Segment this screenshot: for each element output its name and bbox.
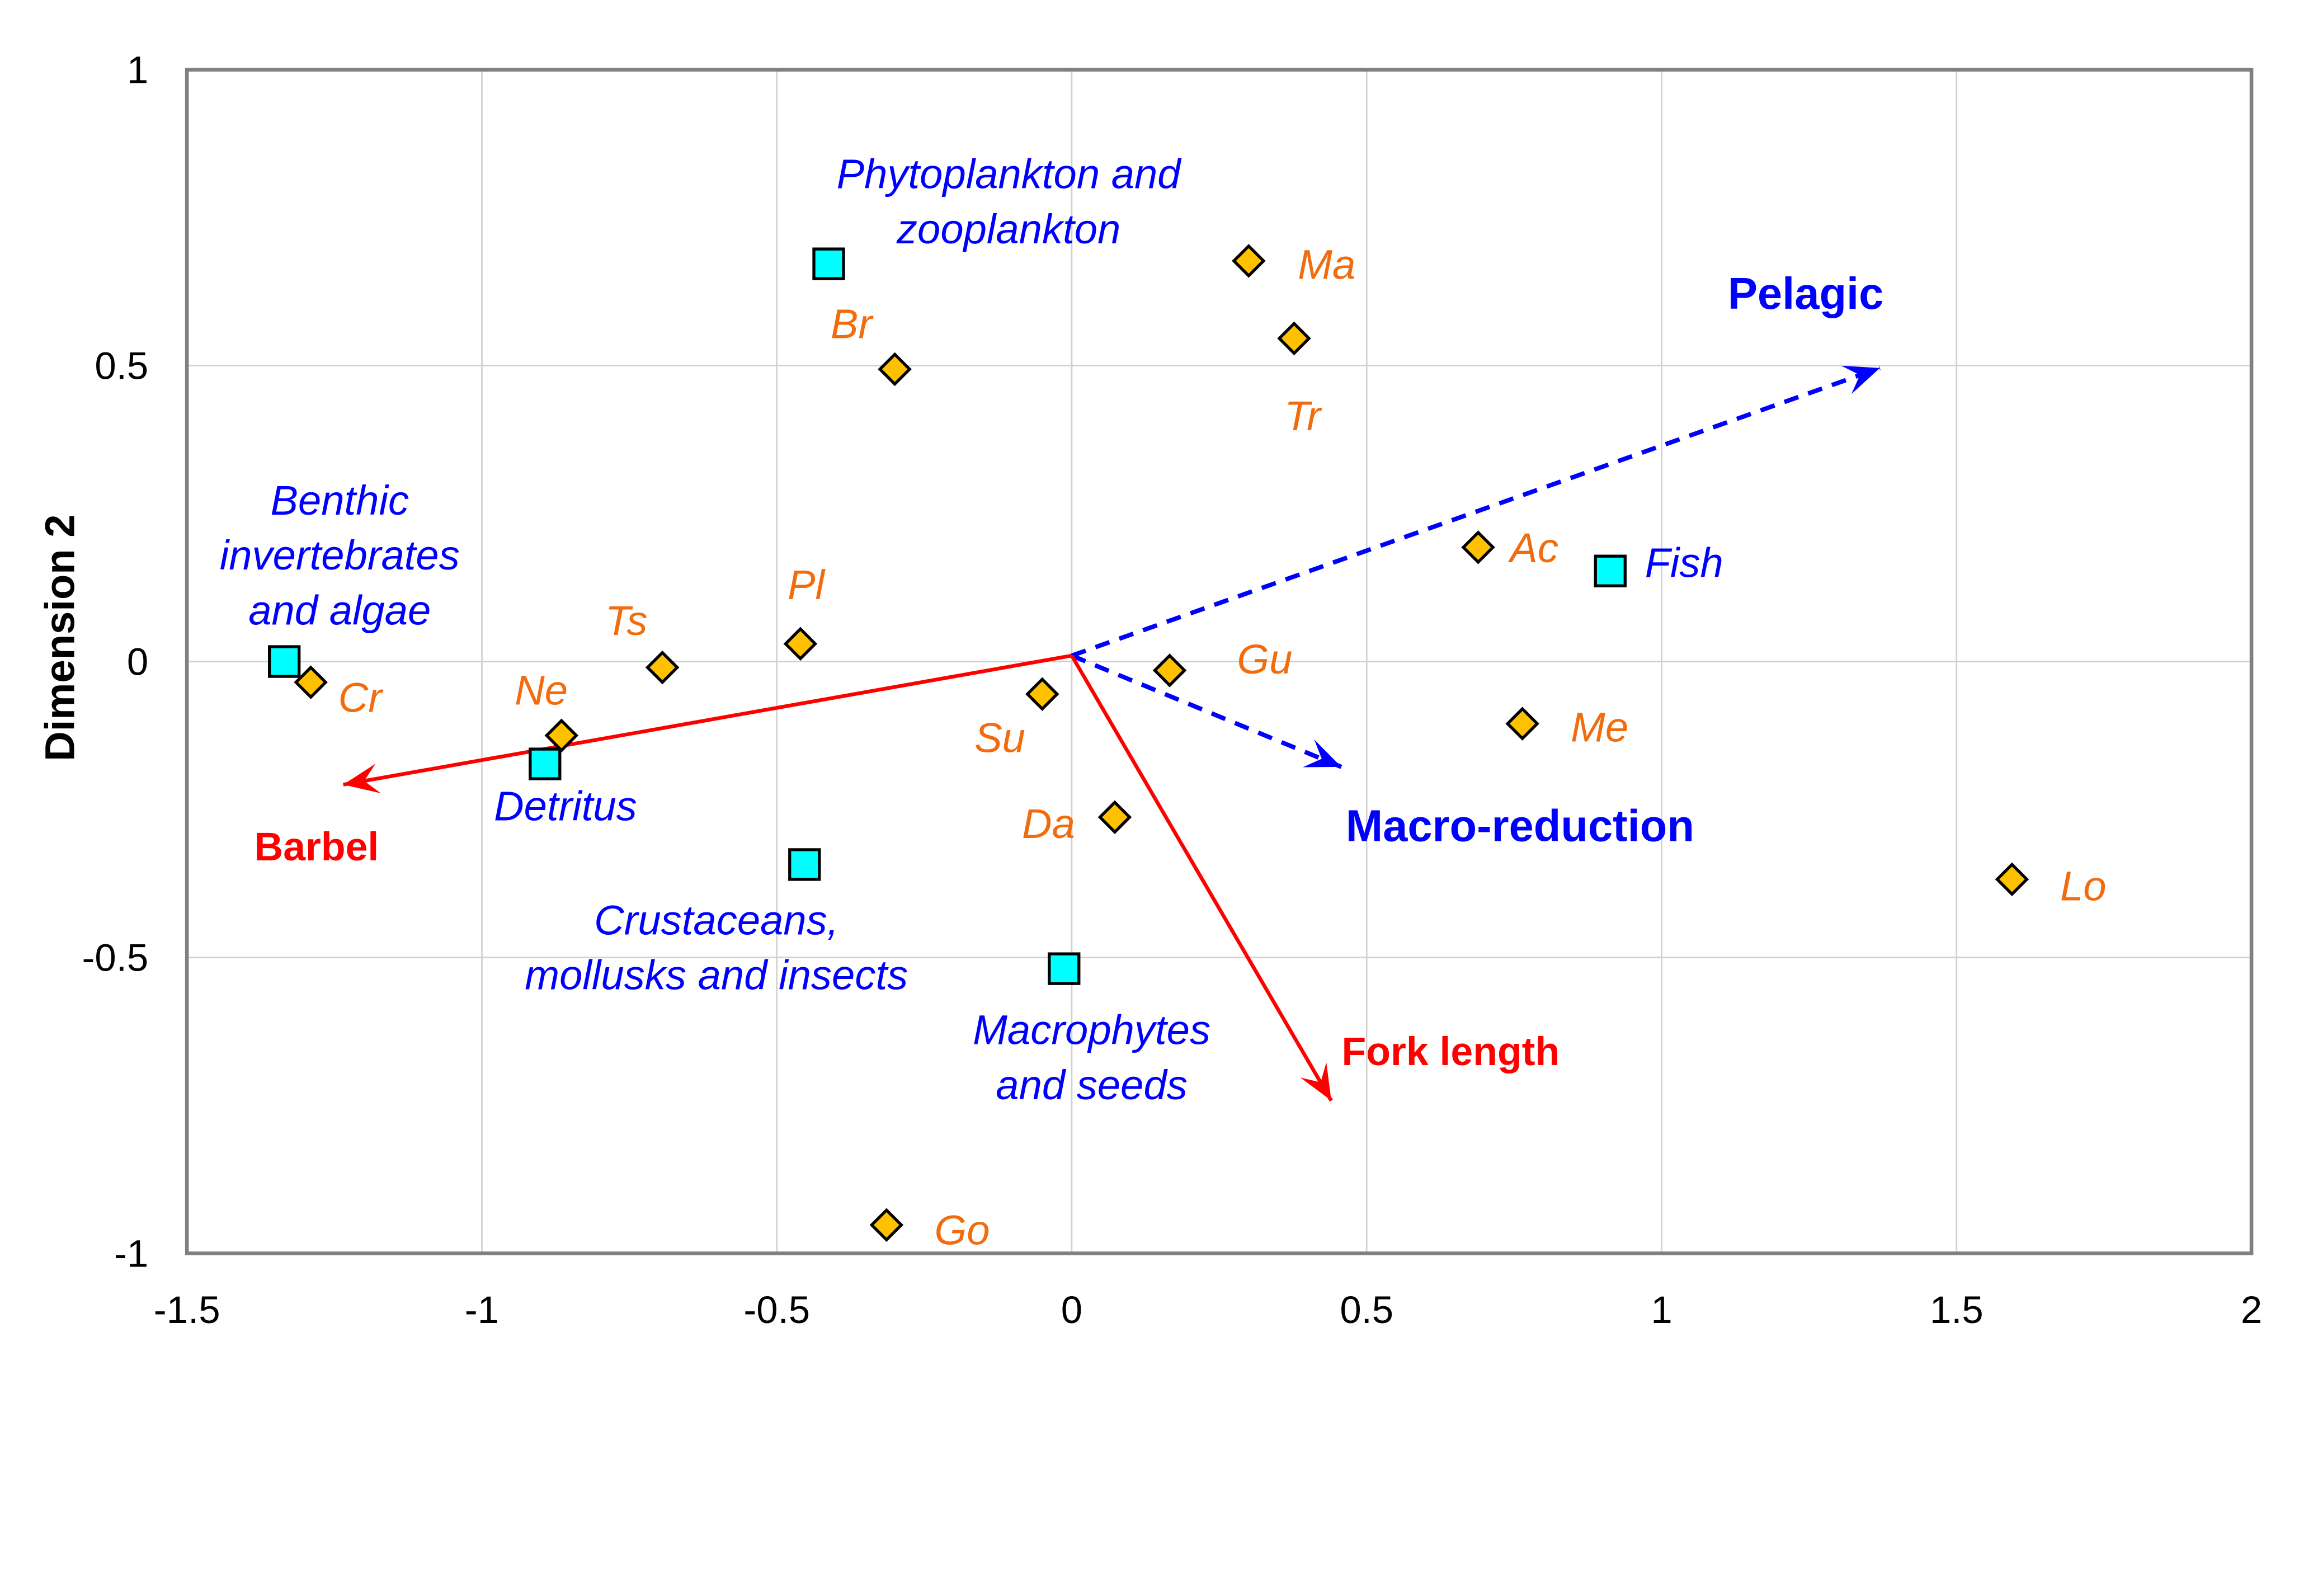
plot-frame (185, 68, 2254, 1255)
y-axis-label: Dimension 2 (37, 514, 83, 761)
species-marker (645, 650, 680, 685)
species-label: Ts (605, 597, 648, 644)
food-item-label: Crustaceans, (594, 897, 838, 943)
arrowhead-icon (1302, 739, 1341, 768)
species-marker (544, 718, 579, 753)
species-marker (1461, 530, 1495, 564)
food-item-marker (1594, 554, 1627, 587)
species-marker (1277, 321, 1311, 356)
y-tick-label: -0.5 (82, 936, 148, 979)
arrowhead-icon (1300, 1062, 1331, 1101)
food-item-label: zooplankton (896, 206, 1120, 252)
species-marker (1025, 677, 1059, 712)
species-label: Gu (1237, 636, 1292, 682)
vector-label: Fork length (1342, 1029, 1560, 1074)
species-label: Ma (1298, 241, 1355, 288)
species-label: Pl (788, 562, 826, 608)
y-tick-label: 0 (127, 640, 148, 683)
species-label: Tr (1284, 393, 1322, 439)
food-item-label: and seeds (996, 1062, 1188, 1108)
vector-line (1071, 653, 1342, 769)
y-tick-label: -1 (114, 1232, 148, 1275)
species-marker (869, 1208, 904, 1242)
x-tick-label: -0.5 (743, 1288, 810, 1331)
vector-label: Barbel (255, 825, 379, 869)
x-tick-label: 1 (1651, 1288, 1672, 1331)
tick-labels: -1.5 -1 -0.5 0 0.5 1 1.5 210.50-0.5-1 (82, 48, 2262, 1331)
species-marker (1097, 800, 1132, 835)
species-label: Ac (1507, 525, 1558, 571)
food-item-marker (529, 747, 562, 780)
species-label: Go (935, 1207, 990, 1254)
species-marker (1505, 707, 1539, 741)
food-item-marker (788, 848, 821, 881)
food-item-label: Phytoplankton and (837, 151, 1183, 197)
y-tick-label: 0.5 (95, 344, 148, 387)
x-tick-label: -1.5 (154, 1288, 220, 1331)
vector-label: Pelagic (1728, 269, 1884, 318)
species-marker (878, 352, 912, 387)
food-item-marker (268, 645, 301, 678)
species-marker (1152, 653, 1187, 688)
food-item-label: invertebrates (220, 532, 460, 578)
food-item-label: Detritus (494, 783, 637, 829)
food-items: Benthic invertebrates and algae Detritus Cru… (220, 151, 1723, 1108)
x-tick-label: 0 (1061, 1288, 1082, 1331)
y-tick-label: 1 (127, 48, 148, 91)
species-label: Lo (2060, 863, 2107, 909)
vector-line (1071, 366, 1881, 658)
species-label: Cr (338, 675, 384, 721)
vector-label: Macro-reduction (1346, 801, 1694, 850)
food-item-label: and algae (248, 587, 431, 633)
food-item-label: mollusks and insects (525, 952, 908, 999)
grid (186, 69, 2253, 1254)
species-label: Me (1571, 704, 1628, 751)
arrowhead-icon (1841, 365, 1880, 394)
species-marker (1995, 862, 2029, 897)
species-label: Ne (515, 667, 568, 713)
species-marker (294, 665, 328, 699)
food-item-label: Macrophytes (973, 1007, 1210, 1053)
food-item-marker (1048, 952, 1081, 985)
species-label: Su (974, 714, 1025, 761)
food-item-label: Fish (1645, 539, 1723, 586)
x-tick-label: 1.5 (1930, 1288, 1984, 1331)
x-tick-label: 0.5 (1340, 1288, 1393, 1331)
x-tick-label: 2 (2241, 1288, 2262, 1331)
food-item-label: Benthic (270, 477, 409, 524)
species-marker (783, 627, 818, 661)
vector-line (343, 653, 1072, 787)
vector-line (1070, 655, 1333, 1102)
food-item-marker (812, 247, 845, 280)
x-tick-label: -1 (465, 1288, 499, 1331)
species-marker (1232, 244, 1266, 278)
arrowhead-icon (343, 764, 381, 793)
species-label: Br (831, 301, 874, 347)
species-label: Da (1022, 801, 1075, 847)
vectors: Pelagic Macro-reduction Barbel Fork length (255, 269, 1884, 1102)
species: Cr Ne Ts Pl Br Ma Tr Ac Me Gu Su Da Lo Go (294, 241, 2107, 1254)
